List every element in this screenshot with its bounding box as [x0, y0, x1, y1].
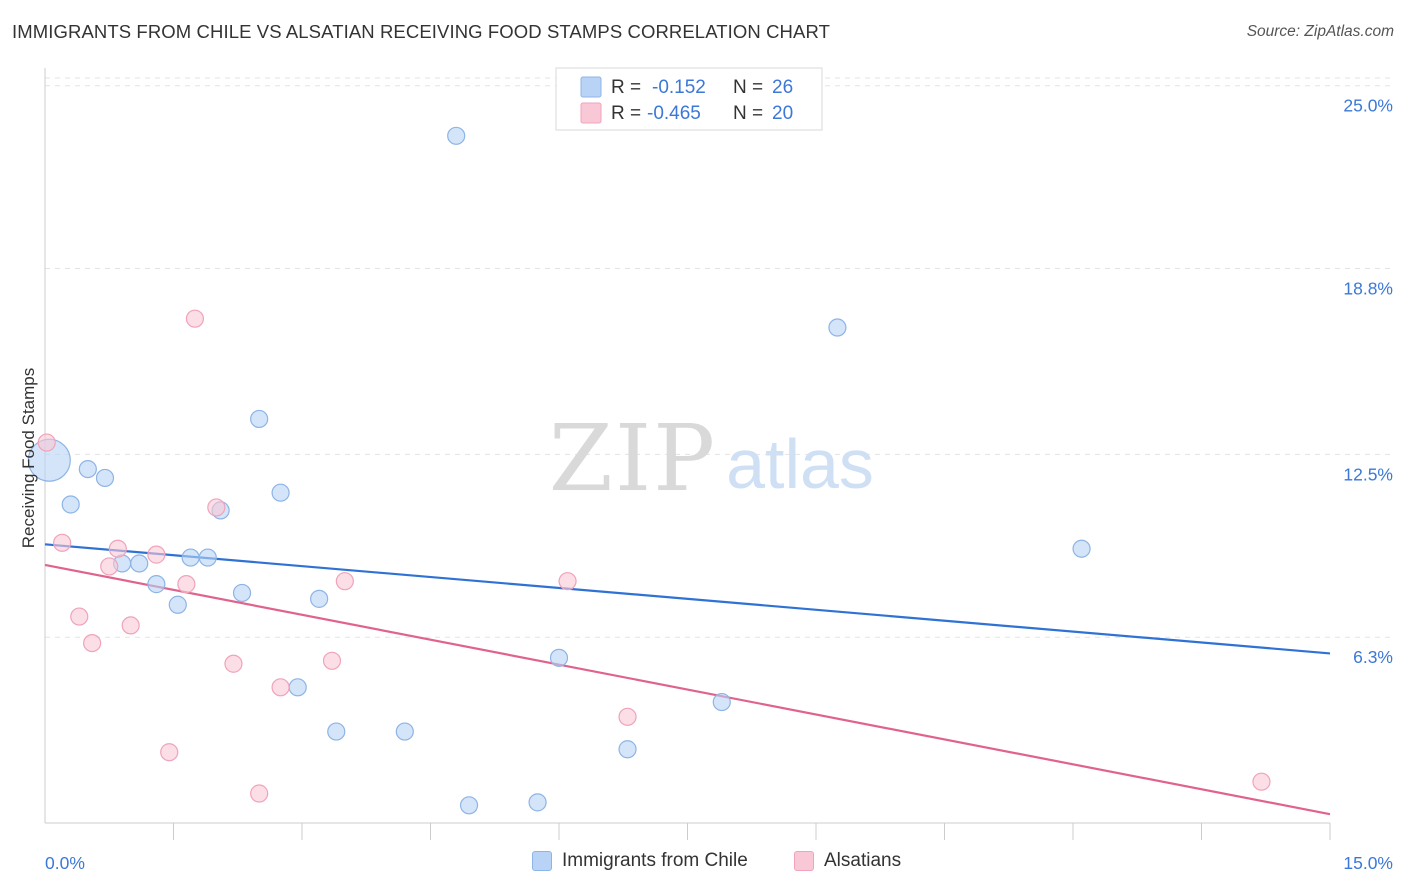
data-point-chile-2 [78, 459, 97, 479]
data-point-alsatians-7 [147, 545, 166, 564]
data-point-alsatians-15 [322, 651, 342, 670]
legend-n-value-chile: 26 [772, 77, 793, 98]
data-point-chile-14 [288, 678, 307, 697]
data-point-chile-9 [198, 548, 217, 567]
legend-n-value-alsatians: 20 [772, 103, 793, 124]
trend-line-chile [44, 543, 1331, 655]
data-point-alsatians-9 [177, 575, 196, 594]
y-tick-label-3: 25.0% [1343, 96, 1393, 116]
watermark: ZIP atlas [549, 405, 874, 512]
bottom-legend: Immigrants from Chile Alsatians [0, 850, 1406, 878]
data-point-alsatians-17 [558, 572, 577, 591]
source-label: Source: ZipAtlas.com [1246, 23, 1394, 40]
data-point-chile-15 [310, 589, 329, 608]
data-point-chile-5 [130, 554, 149, 573]
data-point-chile-20 [528, 793, 547, 812]
data-point-alsatians-3 [83, 633, 102, 653]
legend-item-chile[interactable]: Immigrants from Chile [532, 850, 748, 872]
legend-label-alsatians: Alsatians [824, 850, 902, 871]
legend-n-label-alsatians: N = [733, 103, 763, 124]
x-tick-label-min: 0.0% [45, 853, 85, 873]
data-point-alsatians-12 [224, 654, 243, 673]
data-point-alsatians-6 [121, 616, 140, 635]
data-point-chile-23 [712, 692, 731, 712]
y-tick-labels: 6.3% 12.5% 18.8% 25.0% [1343, 96, 1393, 668]
data-point-chile-8 [181, 548, 200, 567]
chart-title: IMMIGRANTS FROM CHILE VS ALSATIAN RECEIV… [12, 21, 830, 42]
data-point-alsatians-5 [108, 539, 127, 558]
data-point-chile-19 [459, 796, 479, 815]
trend-lines [44, 543, 1331, 816]
data-point-alsatians-2 [70, 607, 89, 626]
y-tick-label-0: 6.3% [1353, 647, 1393, 667]
data-point-chile-16 [327, 722, 346, 741]
data-point-chile-24 [828, 318, 847, 337]
stats-legend: R = -0.152 N = 26 R = -0.465 N = 20 [555, 67, 823, 131]
data-point-alsatians-14 [271, 678, 290, 697]
data-point-chile-12 [250, 409, 269, 429]
watermark-zip: ZIP [549, 405, 717, 512]
legend-swatch-chile-bottom [532, 851, 552, 871]
data-point-chile-3 [95, 468, 115, 488]
legend-swatch-chile [580, 76, 602, 98]
data-point-chile-17 [395, 722, 414, 741]
legend-r-label-alsatians: R = [611, 103, 641, 124]
legend-label-chile: Immigrants from Chile [562, 850, 748, 871]
data-point-chile-25 [1072, 539, 1091, 558]
data-point-alsatians-10 [185, 309, 205, 328]
data-point-chile-21 [549, 648, 569, 667]
data-point-chile-6 [147, 575, 166, 594]
data-point-alsatians-1 [53, 533, 72, 552]
data-point-chile-18 [447, 126, 466, 145]
data-point-chile-1 [61, 495, 80, 514]
data-point-chile-13 [271, 483, 290, 502]
grid-lines [45, 77, 1395, 638]
legend-r-label-chile: R = [611, 77, 641, 98]
legend-swatch-alsatians [580, 102, 602, 124]
data-points [27, 126, 1271, 815]
data-point-chile-11 [232, 583, 252, 603]
legend-swatch-alsatians-bottom [794, 851, 814, 871]
legend-item-alsatians[interactable]: Alsatians [794, 850, 901, 872]
data-point-chile-7 [168, 595, 187, 614]
data-point-alsatians-16 [335, 572, 354, 591]
data-point-alsatians-8 [160, 743, 179, 762]
data-point-chile-22 [618, 740, 637, 759]
x-tick-labels: 0.0% 15.0% [45, 853, 1393, 873]
y-tick-label-1: 12.5% [1343, 464, 1393, 484]
data-point-alsatians-0 [37, 433, 56, 452]
legend-n-label-chile: N = [733, 77, 763, 98]
data-point-alsatians-13 [250, 784, 269, 803]
data-point-alsatians-18 [618, 707, 637, 726]
watermark-atlas: atlas [726, 425, 874, 503]
data-point-alsatians-19 [1252, 772, 1271, 791]
data-point-alsatians-4 [100, 557, 119, 576]
data-point-alsatians-11 [207, 498, 226, 517]
legend-r-value-chile: -0.152 [652, 77, 706, 98]
trend-line-alsatians [44, 563, 1331, 816]
y-tick-label-2: 18.8% [1343, 279, 1393, 299]
y-axis-label: Receiving Food Stamps [19, 368, 38, 548]
legend-r-value-alsatians: -0.465 [647, 103, 701, 124]
x-tick-label-max: 15.0% [1343, 853, 1393, 873]
